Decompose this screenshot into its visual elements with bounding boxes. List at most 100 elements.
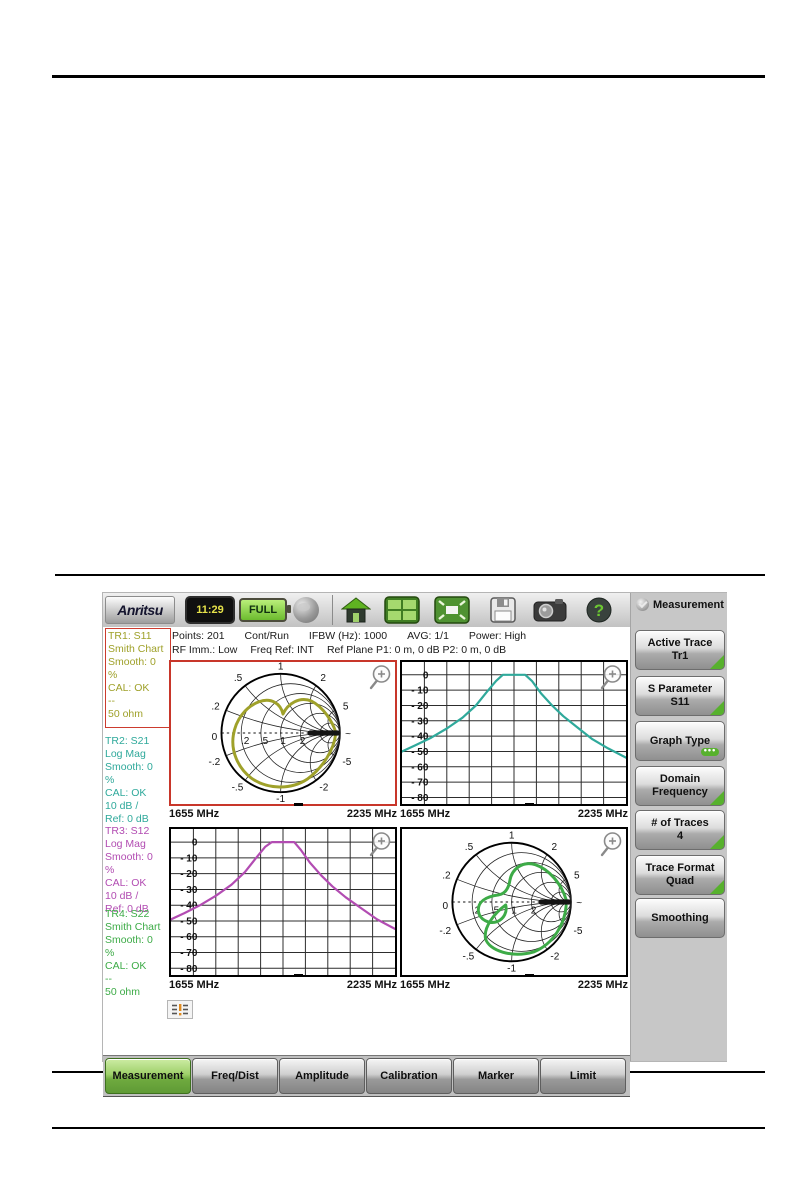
tab-marker[interactable]: Marker	[453, 1058, 539, 1094]
tab-amplitude[interactable]: Amplitude	[279, 1058, 365, 1094]
svg-text:- 80: - 80	[411, 793, 429, 804]
trace-format: Smith Chart	[105, 921, 161, 933]
figure-top-rule	[55, 574, 765, 576]
save-icon[interactable]	[489, 596, 517, 624]
help-icon[interactable]: ?	[586, 597, 612, 623]
zoom-icon[interactable]	[368, 831, 392, 858]
svg-text:.5: .5	[234, 673, 243, 684]
active-trace-button[interactable]: Active Trace Tr1	[635, 630, 725, 670]
trace-info-tr2[interactable]: TR2: S21 Log Mag Smooth: 0 % CAL: OK 10 …	[105, 735, 165, 826]
button-value: Tr1	[671, 650, 689, 662]
tab-label: Marker	[477, 1070, 515, 1082]
svg-text:-.2: -.2	[439, 926, 451, 937]
screenshot-camera-icon[interactable]	[533, 598, 567, 622]
stop-freq-label: 2235 MHz	[346, 808, 397, 820]
start-freq-label: 1655 MHz	[400, 979, 451, 991]
trace-cal: CAL: OK	[105, 787, 147, 799]
home-icon[interactable]	[341, 597, 371, 623]
x-axis-labels-tr1: 1655 MHz 2235 MHz	[169, 808, 397, 823]
button-label: Trace Format	[645, 862, 715, 874]
clock-display: 11:29	[185, 596, 235, 624]
layout-quad-icon[interactable]	[384, 596, 420, 624]
status-bar: Points: 201 Cont/Run IFBW (Hz): 1000 AVG…	[172, 630, 526, 656]
svg-text:-5: -5	[574, 926, 583, 937]
start-freq-label: 1655 MHz	[169, 808, 220, 820]
trace-scale: 10 dB /	[105, 890, 139, 902]
x-axis-labels-tr3: 1655 MHz 2235 MHz	[169, 979, 397, 994]
message-log-icon[interactable]	[167, 1000, 193, 1019]
svg-text:- 80: - 80	[180, 964, 198, 975]
tab-freq-dist[interactable]: Freq/Dist	[192, 1058, 278, 1094]
button-label: Domain	[659, 773, 701, 785]
logmag-chart-tr2[interactable]: 0 - 10 - 20 - 30 - 40 - 50 - 60 - 70 - 80	[400, 660, 628, 806]
trace-info-tr4[interactable]: TR4: S22 Smith Chart Smooth: 0 % CAL: OK…	[105, 908, 165, 999]
smith-chart-tr1[interactable]: 1 .5 2 .2 5 -.2 -.5 -1 -2 -5 0 .2 .5 1 2 ~	[169, 660, 397, 806]
trace-id: TR2: S21	[105, 735, 150, 747]
status-power: Power: High	[468, 630, 527, 642]
tab-limit[interactable]: Limit	[540, 1058, 626, 1094]
svg-text:1: 1	[280, 736, 286, 747]
stop-freq-label: 2235 MHz	[577, 808, 628, 820]
trace-info-tr1[interactable]: TR1: S11 Smith Chart Smooth: 0 % CAL: OK…	[105, 628, 171, 728]
svg-text:?: ?	[594, 601, 604, 620]
graph-type-button[interactable]: Graph Type	[635, 721, 725, 761]
svg-text:- 20: - 20	[411, 701, 429, 712]
trace-smooth: Smooth: 0 %	[105, 934, 153, 959]
stop-freq-label: 2235 MHz	[346, 979, 397, 991]
svg-text:.2: .2	[442, 870, 451, 881]
svg-text:-1: -1	[507, 963, 516, 974]
domain-button[interactable]: Domain Frequency	[635, 766, 725, 806]
smith-chart-tr4[interactable]: 1 .5 2 .2 5 -.2 -.5 -1 -2 -5 0 .2 .5 1 2 ~	[400, 827, 628, 977]
svg-text:-1: -1	[276, 794, 285, 804]
svg-text:- 30: - 30	[180, 885, 198, 896]
svg-text:0: 0	[192, 838, 198, 849]
measurement-menu: Measurement Active Trace Tr1 S Parameter…	[630, 593, 727, 1061]
battery-indicator: FULL	[239, 598, 291, 622]
s-parameter-button[interactable]: S Parameter S11	[635, 676, 725, 716]
trace-smooth: Smooth: 0 %	[108, 656, 156, 681]
smoothing-button[interactable]: Smoothing	[635, 898, 725, 938]
svg-text:- 10: - 10	[180, 853, 198, 864]
trace-ref: 50 ohm	[108, 708, 144, 720]
trace-smooth: Smooth: 0 %	[105, 761, 153, 786]
menu-orb-icon	[636, 598, 649, 611]
button-state-corner	[710, 880, 724, 894]
svg-text:5: 5	[343, 701, 349, 712]
status-sweep: Cont/Run	[244, 630, 289, 642]
zoom-icon[interactable]	[599, 831, 623, 858]
zoom-icon[interactable]	[599, 664, 623, 691]
logmag-chart-tr3[interactable]: 0 - 10 - 20 - 30 - 40 - 50 - 60 - 70 - 80	[169, 827, 397, 977]
svg-text:.5: .5	[465, 842, 474, 853]
svg-text:.2: .2	[472, 905, 481, 916]
tab-measurement[interactable]: Measurement	[105, 1058, 191, 1094]
trace-info-tr3[interactable]: TR3: S12 Log Mag Smooth: 0 % CAL: OK 10 …	[105, 825, 165, 916]
top-toolbar: Anritsu 11:29 FULL	[103, 593, 630, 628]
num-traces-button[interactable]: # of Traces 4	[635, 810, 725, 850]
trace-cal: CAL: OK	[105, 960, 147, 972]
maximize-icon[interactable]	[434, 596, 470, 624]
anritsu-logo: Anritsu	[105, 596, 175, 624]
svg-text:2: 2	[531, 905, 537, 916]
stop-freq-label: 2235 MHz	[577, 979, 628, 991]
tab-label: Limit	[569, 1070, 597, 1082]
globe-icon[interactable]	[293, 597, 319, 623]
button-value: S11	[670, 696, 690, 708]
status-rf-imm: RF Imm.: Low	[172, 644, 238, 656]
trace-cal: CAL: OK	[105, 877, 147, 889]
button-value: Quad	[665, 875, 695, 887]
trace-format-button[interactable]: Trace Format Quad	[635, 855, 725, 895]
button-label: Smoothing	[651, 911, 709, 924]
svg-text:- 20: - 20	[180, 869, 198, 880]
zoom-icon[interactable]	[368, 664, 392, 691]
trace-cal: CAL: OK	[108, 682, 150, 694]
button-label: Graph Type	[649, 734, 711, 747]
vna-screenshot: Anritsu 11:29 FULL	[102, 592, 727, 1097]
page-header-rule	[52, 75, 765, 78]
svg-text:0: 0	[212, 732, 218, 743]
sweep-position-marker	[294, 974, 304, 977]
start-freq-label: 1655 MHz	[400, 808, 451, 820]
svg-text:1: 1	[278, 662, 284, 673]
svg-text:2: 2	[320, 673, 326, 684]
x-axis-labels-tr2: 1655 MHz 2235 MHz	[400, 808, 628, 823]
tab-calibration[interactable]: Calibration	[366, 1058, 452, 1094]
